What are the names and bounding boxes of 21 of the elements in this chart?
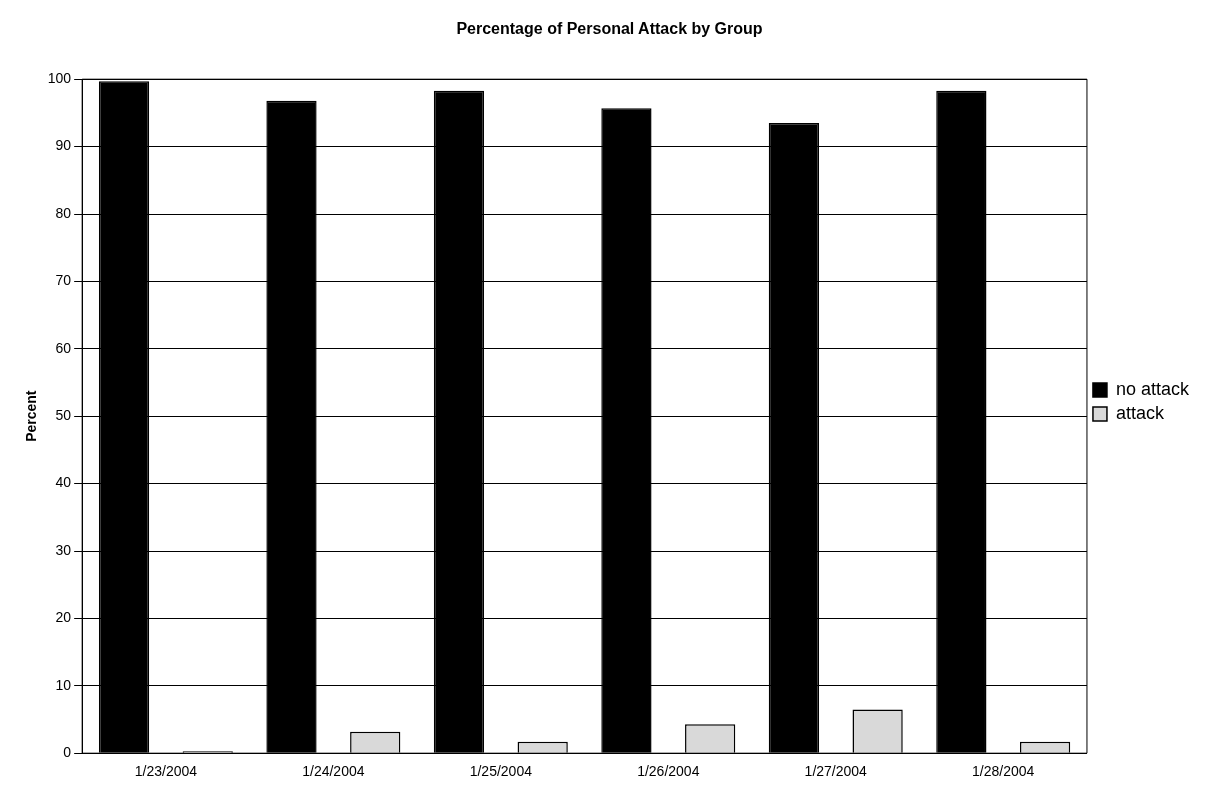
y-tick-label: 40 [55, 474, 72, 491]
x-tick-label: 1/27/2004 [804, 763, 868, 780]
y-tick-label: 80 [55, 204, 72, 221]
x-tick-label: 1/28/2004 [972, 763, 1035, 780]
y-tick-label: 90 [55, 137, 72, 154]
y-tick-label: 20 [55, 609, 72, 626]
y-tick-label: 60 [55, 339, 72, 356]
y-tick-label: 50 [55, 407, 72, 424]
legend-label: no attack [1115, 378, 1190, 399]
x-tick-label: 1/24/2004 [302, 763, 365, 780]
x-tick-label: 1/25/2004 [469, 763, 533, 780]
y-tick-label: 0 [63, 744, 72, 761]
legend-label: attack [1115, 402, 1165, 423]
x-tick-label: 1/23/2004 [134, 763, 198, 780]
y-tick-label: 10 [55, 676, 72, 693]
y-tick-label: 30 [55, 541, 72, 558]
y-axis-title: Percent [23, 390, 40, 442]
x-tick-label: 1/26/2004 [637, 763, 700, 780]
chart-title: Percentage of Personal Attack by Group [456, 20, 763, 38]
y-tick-label: 100 [47, 70, 72, 87]
y-tick-label: 70 [55, 272, 72, 289]
